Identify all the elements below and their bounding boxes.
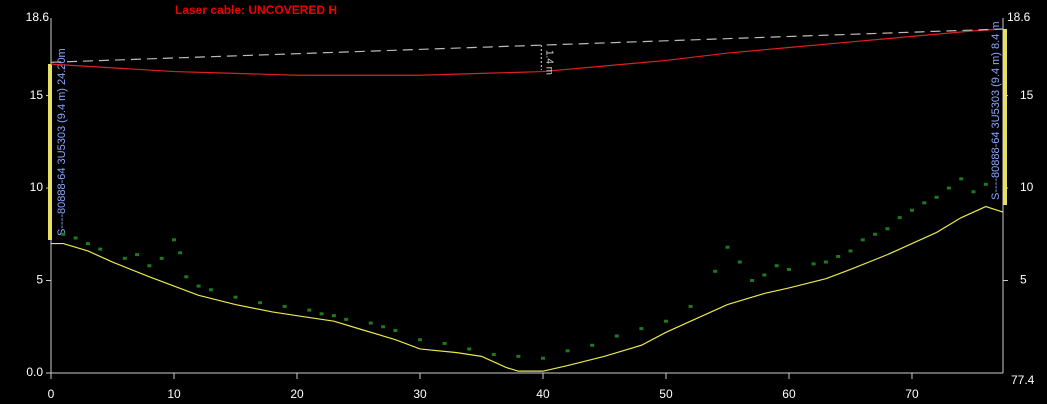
y-tick-label: 10: [30, 180, 44, 194]
line: [50, 28, 1004, 76]
vegetation-point: [762, 273, 767, 277]
vegetation-point: [897, 216, 902, 220]
x-tick-label: 60: [782, 387, 796, 401]
vegetation-point: [614, 334, 619, 338]
vegetation-point: [725, 245, 730, 249]
vegetation-point: [934, 195, 939, 199]
vegetation-point: [663, 319, 668, 323]
vegetation-point: [282, 304, 287, 308]
vegetation-point: [737, 260, 742, 264]
line: [50, 28, 1004, 63]
vegetation-point: [860, 238, 865, 242]
y-tick-label: 0.0: [26, 365, 43, 379]
tower: [48, 64, 52, 240]
y2-tick-label: 10: [1020, 180, 1034, 194]
vegetation-point: [98, 247, 103, 251]
x-tick-label: 70: [905, 387, 919, 401]
vegetation-point: [196, 284, 201, 288]
x-tick-label: 20: [290, 387, 304, 401]
vegetation-point: [61, 232, 66, 236]
vegetation-point: [983, 182, 988, 186]
vegetation-point: [381, 325, 386, 329]
vegetation-point: [307, 308, 312, 312]
vegetation-point: [135, 253, 140, 257]
vegetation-point: [208, 288, 213, 292]
vegetation-point: [873, 232, 878, 236]
vegetation-point: [171, 238, 176, 242]
y-tick-label: 5: [36, 273, 43, 287]
vegetation-point: [540, 356, 545, 360]
vegetation-point: [811, 262, 816, 266]
vegetation-point: [85, 242, 90, 246]
vegetation-point: [258, 301, 263, 305]
x-tick-label: 0: [48, 387, 55, 401]
vegetation-point: [971, 190, 976, 194]
y2-tick-label: 15: [1020, 88, 1034, 102]
vegetation-point: [922, 201, 927, 205]
vegetation-point: [959, 177, 964, 181]
vegetation-point: [417, 338, 422, 342]
vegetation-point: [233, 295, 238, 299]
vegetation-point: [467, 347, 472, 351]
vegetation-point: [442, 341, 447, 345]
annotation: 1.4 m: [544, 50, 555, 75]
line: [51, 205, 1004, 372]
tower-label: S----80888-64 3U5303 (9.4 m) 24.20m: [56, 48, 68, 236]
vegetation-point: [491, 353, 496, 357]
y-max-label: 18.6: [26, 10, 50, 24]
tower-label: S----80888-64 3U5303 (9.4 m) 8.4 m: [990, 21, 1002, 200]
vegetation-point: [393, 328, 398, 332]
vegetation-point: [147, 264, 152, 268]
vegetation-point: [344, 317, 349, 321]
x-tick-label: 10: [167, 387, 181, 401]
vegetation-point: [639, 327, 644, 331]
vegetation-point: [946, 186, 951, 190]
vegetation-point: [184, 275, 189, 279]
vegetation-point: [319, 312, 324, 316]
vegetation-point: [590, 343, 595, 347]
chart-title: Laser cable: UNCOVERED H: [175, 3, 337, 17]
y2-max-label: 18.6: [1007, 10, 1031, 24]
x-tick-label: 30: [413, 387, 427, 401]
tower: [1003, 29, 1007, 205]
vegetation-point: [909, 208, 914, 212]
vegetation-point: [122, 256, 127, 260]
x-max-label: 77.4: [1011, 373, 1035, 387]
vegetation-point: [516, 354, 521, 358]
vegetation-point: [688, 304, 693, 308]
vegetation-point: [774, 264, 779, 268]
x-tick-label: 40: [536, 387, 550, 401]
vegetation-point: [565, 349, 570, 353]
vegetation-point: [823, 260, 828, 264]
vegetation-point: [368, 321, 373, 325]
vegetation-point: [848, 249, 853, 253]
x-tick-label: 50: [659, 387, 673, 401]
vegetation-point: [713, 269, 718, 273]
vegetation-point: [786, 267, 791, 271]
y2-tick-label: 5: [1020, 273, 1027, 287]
vegetation-point: [159, 256, 164, 260]
vegetation-point: [73, 236, 78, 240]
vegetation-point: [178, 251, 183, 255]
vegetation-point: [885, 227, 890, 231]
vegetation-point: [750, 279, 755, 283]
vegetation-point: [331, 314, 336, 318]
vegetation-point: [836, 254, 841, 258]
y-tick-label: 15: [30, 88, 44, 102]
